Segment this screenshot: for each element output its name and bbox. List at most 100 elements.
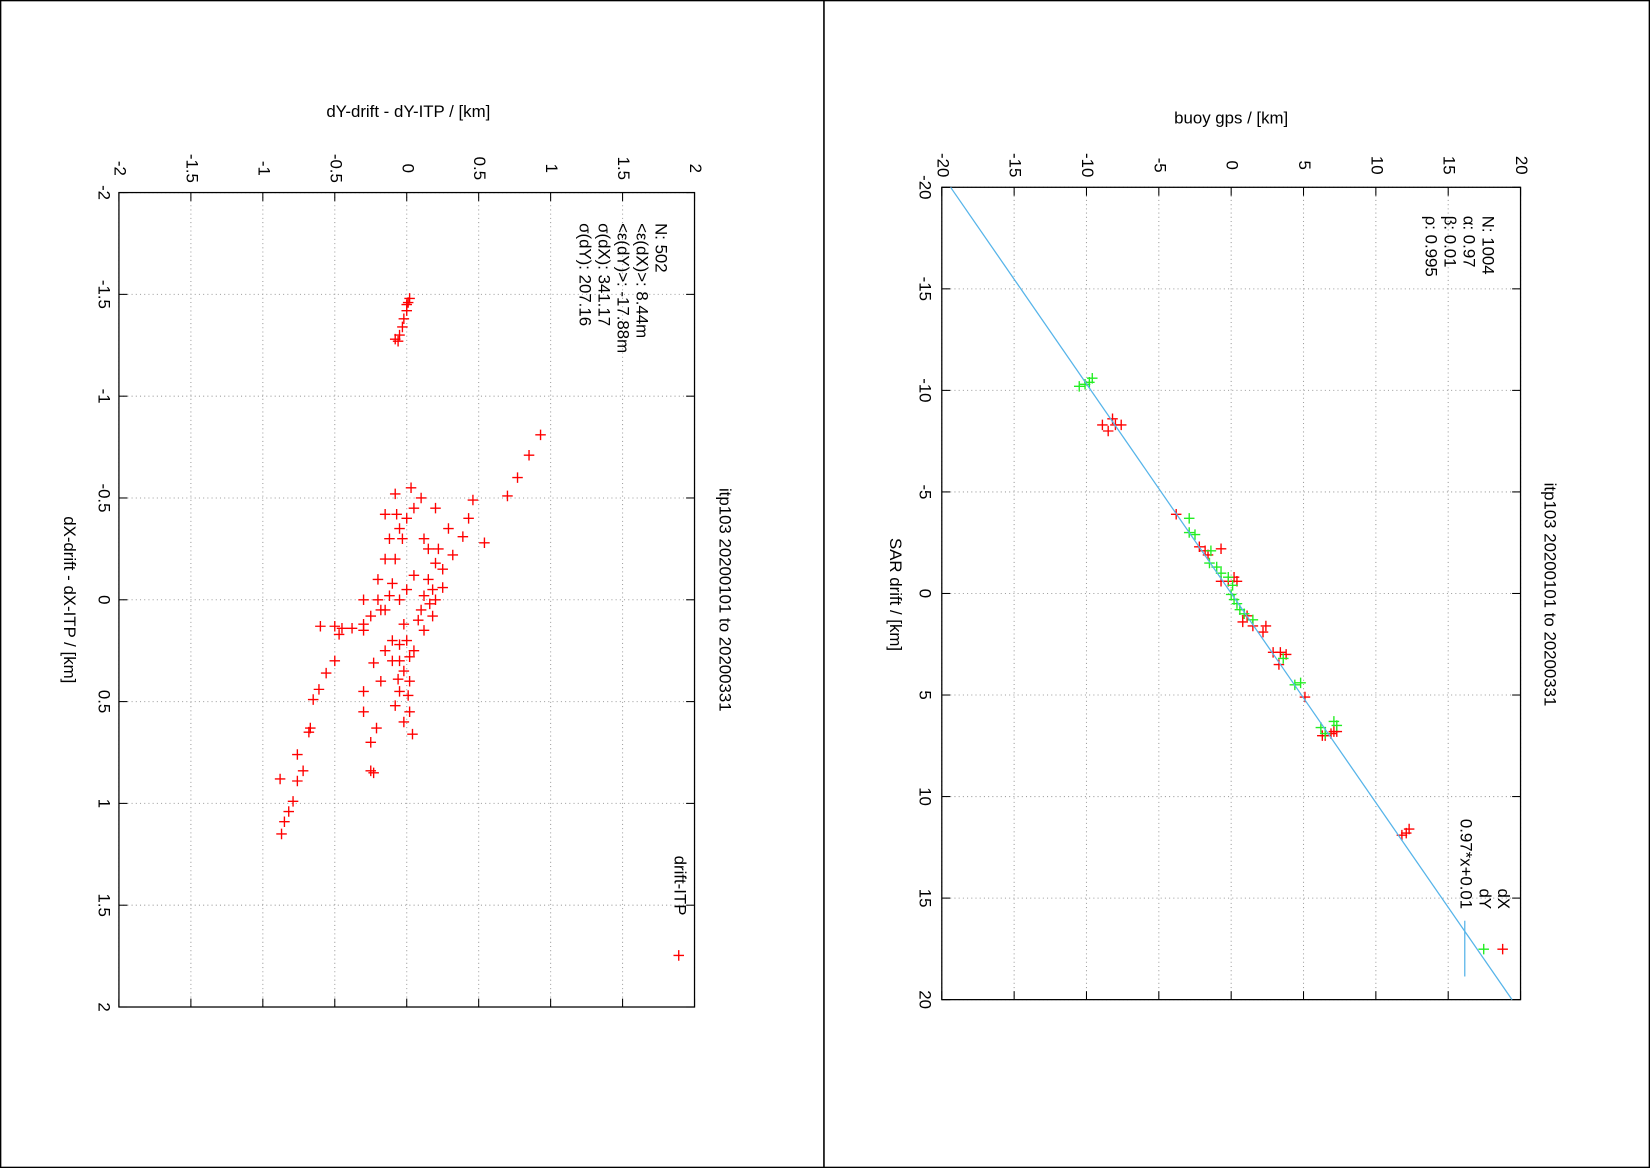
data-point: [502, 490, 513, 502]
data-point: [346, 623, 358, 634]
data-point: [358, 594, 369, 606]
x-tick-label: -15: [915, 277, 934, 301]
data-point: [1183, 513, 1195, 524]
data-point: [365, 765, 377, 777]
data-point: [358, 686, 369, 697]
data-point: [307, 694, 319, 705]
data-point: [457, 531, 469, 542]
data-point: [1237, 616, 1249, 628]
data-point: [1231, 598, 1243, 609]
y-tick-label: 5: [1295, 161, 1314, 170]
y-tick-label: -1.5: [182, 154, 201, 183]
data-point: [408, 645, 420, 656]
plot-frame: [118, 191, 696, 1008]
data-point: [358, 706, 369, 718]
data-point: [1317, 730, 1328, 741]
y-axis-label: buoy gps / [km]: [1174, 108, 1288, 127]
y-tick-label: 20: [1512, 156, 1531, 175]
data-point: [389, 488, 401, 500]
data-point: [1204, 557, 1215, 569]
data-point: [424, 598, 436, 610]
data-point: [372, 594, 384, 606]
annotation: σ(dX): 341.17: [595, 223, 614, 326]
data-point: [401, 635, 412, 646]
y-tick-label: -1: [254, 161, 273, 176]
annotation: <ε(dY)>: -17.88m: [613, 223, 632, 353]
data-point: [336, 623, 348, 634]
y-tick-label: 1.5: [614, 157, 633, 180]
data-point: [398, 313, 410, 325]
data-point: [371, 722, 382, 734]
y-tick-label: -5: [1150, 158, 1169, 173]
y-tick-label: -20: [933, 153, 952, 177]
x-tick-label: 20: [915, 990, 934, 1009]
data-point: [535, 429, 546, 441]
y-tick-label: 2: [686, 164, 705, 173]
data-point: [479, 537, 490, 549]
data-point: [394, 523, 405, 534]
data-point: [392, 335, 404, 347]
data-point: [1087, 372, 1098, 384]
y-tick-label: -10: [1078, 153, 1097, 177]
data-point: [463, 513, 474, 524]
data-point: [1275, 647, 1286, 658]
data-point: [303, 726, 315, 738]
data-point: [1073, 381, 1085, 392]
data-point: [443, 523, 454, 534]
data-point: [387, 578, 398, 589]
data-point: [394, 686, 405, 697]
annotation: <ε(dX)>: 8.44m: [632, 223, 651, 338]
legend-sample: [1478, 943, 1489, 955]
data-point: [387, 635, 398, 646]
x-tick-label: 1: [95, 799, 114, 808]
data-point: [430, 557, 441, 569]
data-point: [1260, 620, 1272, 632]
x-tick-label: 0.5: [95, 690, 114, 713]
data-point: [402, 690, 414, 701]
data-point: [1189, 529, 1201, 540]
x-tick-label: 0: [95, 595, 114, 604]
data-point: [1238, 608, 1250, 620]
legend-sample: [673, 950, 684, 961]
data-point: [398, 618, 410, 630]
data-point: [1328, 726, 1340, 737]
data-point: [279, 816, 290, 827]
data-point: [1227, 580, 1238, 591]
legend-label: dX: [1494, 889, 1513, 910]
y-tick-label: -0.5: [326, 154, 345, 183]
annotation: σ(dY): 207.16: [576, 223, 595, 326]
data-point: [1328, 716, 1340, 727]
data-point: [1295, 677, 1306, 689]
data-point: [401, 513, 412, 524]
y-tick-label: 0: [1223, 161, 1242, 170]
y-tick-label: 15: [1440, 156, 1459, 175]
x-tick-label: -2: [95, 185, 114, 200]
data-point: [387, 655, 398, 667]
data-point: [404, 651, 415, 663]
data-point: [1215, 543, 1227, 555]
annotation: ρ: 0.995: [1422, 216, 1441, 277]
data-point: [404, 293, 415, 304]
data-point: [423, 543, 434, 555]
x-axis-label: dX-drift - dX-ITP / [km]: [60, 516, 79, 683]
data-point: [292, 775, 303, 787]
data-point: [1205, 545, 1217, 557]
data-point: [523, 449, 535, 461]
x-tick-label: 15: [915, 889, 934, 908]
data-point: [404, 675, 415, 687]
data-point: [379, 645, 391, 656]
data-point: [1403, 823, 1415, 835]
data-point: [389, 333, 401, 345]
annotation: N: 502: [651, 223, 670, 273]
data-point: [372, 574, 384, 585]
data-point: [375, 604, 387, 616]
y-tick-label: 0.5: [470, 157, 489, 180]
annotation: β: 0.01: [1441, 216, 1460, 268]
data-point: [412, 614, 424, 626]
chart-title: itp103 20200101 to 20200331: [716, 488, 735, 712]
data-point: [368, 657, 379, 669]
data-point: [1223, 571, 1234, 583]
